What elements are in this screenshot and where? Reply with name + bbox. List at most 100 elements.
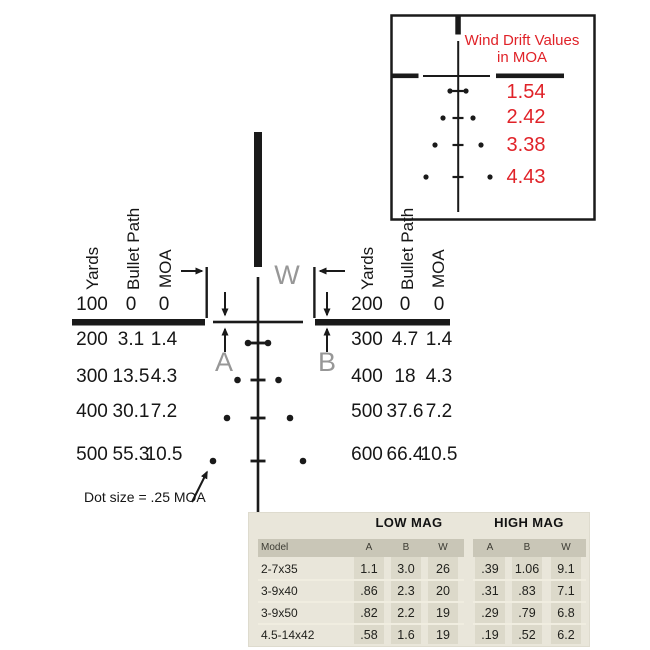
left-table-cell: 100: [76, 294, 108, 315]
reticle-horizontal-line: [213, 320, 303, 324]
inset-horizontal-line: [423, 75, 490, 77]
left-table-header-moa: MOA: [156, 249, 175, 288]
dimension-label-b: B: [317, 347, 336, 377]
mag-value: .83: [518, 584, 536, 598]
left-table-cell: 500: [76, 444, 108, 465]
reticle-tick-1: [250, 341, 266, 345]
mag-value: 19: [436, 606, 450, 620]
column-strip: [428, 557, 458, 644]
low-mag-title: LOW MAG: [375, 515, 443, 530]
left-table-cell: 3.1: [117, 329, 145, 350]
inset-dot: [432, 142, 438, 148]
reticle-dot: [286, 414, 294, 422]
reticle-dot: [244, 339, 252, 347]
mag-value: 1.1: [360, 562, 378, 576]
model-name: 4.5-14x42: [261, 628, 315, 642]
right-table-header-yards: Yards: [358, 246, 377, 290]
reticle-dot-row-3: [223, 414, 294, 422]
mag-value: 9.1: [557, 562, 575, 576]
right-table-cell: 10.5: [420, 444, 458, 465]
right-table-cell: 200: [351, 294, 383, 315]
mag-value: 26: [436, 562, 450, 576]
mag-value: .31: [481, 584, 499, 598]
left-bracket-line: [205, 267, 208, 318]
mag-value: 2.3: [397, 584, 415, 598]
wind-drift-value: 2.42: [506, 106, 546, 128]
low-mag-header-band: [258, 539, 464, 557]
mag-value: .58: [360, 628, 378, 642]
right-table-cell: 400: [351, 366, 383, 387]
left-table-cell: 0: [158, 294, 170, 315]
inset-tick-4: [452, 175, 464, 179]
mag-value: .52: [518, 628, 536, 642]
mag-value: .19: [481, 628, 499, 642]
inset-dot: [463, 88, 469, 94]
inset-left-post: [392, 73, 419, 79]
right-table-header-moa: MOA: [429, 249, 448, 288]
row-separator: [258, 601, 464, 603]
right-table-header-bullet-path: Bullet Path: [398, 207, 417, 290]
right-bracket-line: [313, 267, 316, 318]
mag-value: 19: [436, 628, 450, 642]
reticle-left-post-table-rule: [72, 319, 205, 326]
reticle-dot: [234, 376, 241, 384]
reticle-dot: [275, 376, 282, 384]
left-table-header-yards: Yards: [83, 246, 102, 290]
mag-value: .29: [481, 606, 499, 620]
wind-drift-value: 4.43: [506, 166, 546, 188]
wind-drift-title-line2: in MOA: [496, 49, 547, 66]
mag-value: 20: [436, 584, 450, 598]
reticle-tick-4: [250, 459, 266, 463]
mag-value: 1.6: [397, 628, 415, 642]
reticle-dot: [299, 457, 307, 465]
magnification-table: LOW MAG HIGH MAG Model A B W A B W 2-7x3…: [248, 512, 590, 647]
inset-dot: [470, 115, 476, 121]
right-table-cell: 66.4: [386, 444, 424, 465]
reticle-tick-3: [250, 416, 266, 420]
left-table-cell: 55.3: [112, 444, 150, 465]
column-strip: [354, 557, 384, 644]
inset-tick-1: [452, 89, 464, 93]
mag-value: 6.2: [557, 628, 575, 642]
dimension-label-a: A: [214, 347, 233, 377]
high-mag-title: HIGH MAG: [494, 515, 564, 530]
left-table-cell: 200: [76, 329, 108, 350]
right-table-cell: 18: [394, 366, 416, 387]
mag-value: 3.0: [397, 562, 415, 576]
inset-dot: [447, 88, 453, 94]
model-name: 3-9x40: [261, 584, 298, 598]
mag-value: 2.2: [397, 606, 415, 620]
left-table-cell: 300: [76, 366, 108, 387]
inset-dot: [440, 115, 446, 121]
inset-top-post: [455, 16, 461, 35]
reticle-dot: [209, 457, 217, 465]
wind-drift-inset-box: [390, 14, 596, 221]
inset-dot: [423, 174, 429, 180]
right-table-cell: 4.7: [391, 329, 419, 350]
high-col-b-header: B: [523, 542, 531, 553]
mag-value: 1.06: [514, 562, 540, 576]
column-strip: [391, 557, 421, 644]
dot-size-note: Dot size = .25 MOA: [84, 489, 206, 505]
model-name: 2-7x35: [261, 562, 298, 576]
mag-value: .39: [481, 562, 499, 576]
right-table-cell: 4.3: [425, 366, 453, 387]
mag-value: .86: [360, 584, 378, 598]
row-separator: [258, 623, 464, 625]
right-table-cell: 1.4: [425, 329, 453, 350]
wind-drift-title-line1: Wind Drift Values: [464, 32, 580, 49]
inset-right-post: [496, 73, 564, 79]
low-col-a-header: A: [365, 542, 373, 553]
left-table-cell: 4.3: [150, 366, 178, 387]
right-table-cell: 7.2: [425, 401, 453, 422]
right-table-cell: 300: [351, 329, 383, 350]
model-column-header: Model: [261, 542, 289, 553]
mag-value: .82: [360, 606, 378, 620]
mag-value: 6.8: [557, 606, 575, 620]
row-separator: [473, 623, 586, 625]
left-table-cell: 13.5: [112, 366, 150, 387]
left-table-cell: 400: [76, 401, 108, 422]
column-strip: [551, 557, 581, 644]
